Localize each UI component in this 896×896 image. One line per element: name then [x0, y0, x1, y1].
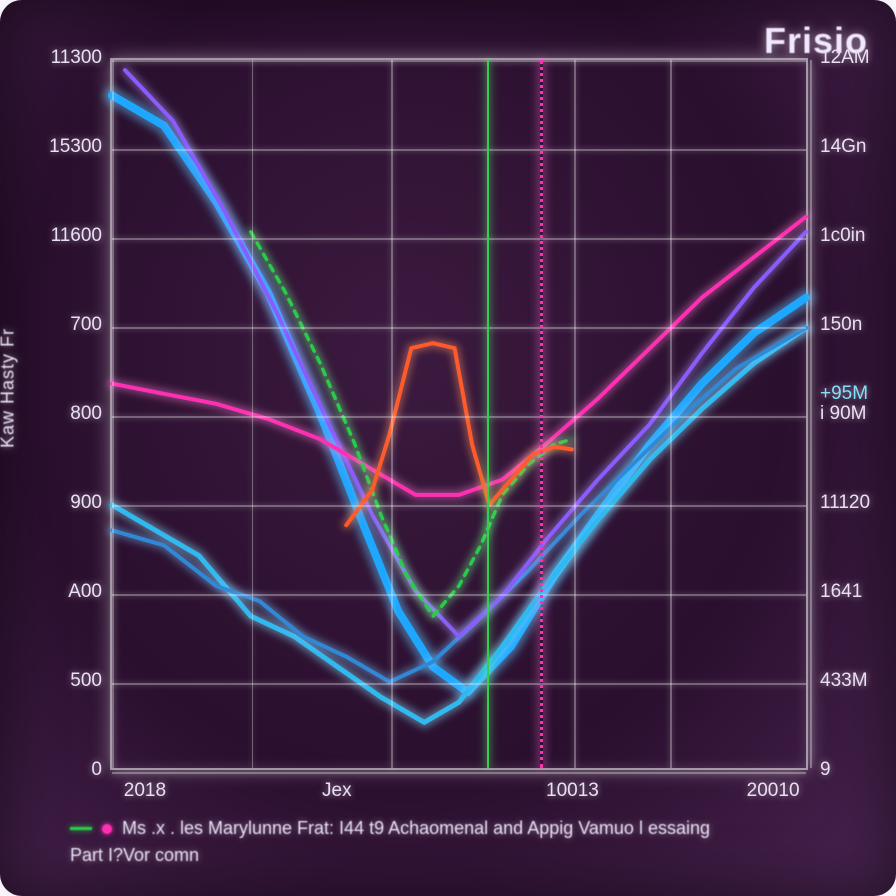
y-right-tick: 9 [820, 759, 831, 781]
y-right-tick: 1641 [820, 581, 862, 603]
y-left-tick: 11600 [38, 225, 102, 247]
gridline-v [574, 60, 576, 768]
y-axis-label: Kaw Hasty Fr [0, 328, 19, 448]
legend-text: Ms .x . les Marylunne Frat: I44 t9 Achao… [122, 818, 710, 839]
y-left-tick: 900 [38, 492, 102, 514]
gridline-h [112, 505, 806, 507]
gridline-h [112, 416, 806, 418]
y-right-tick: 14Gn [820, 136, 866, 158]
gridline-h [112, 594, 806, 596]
gridline-h [112, 238, 806, 240]
gridline-v [252, 60, 254, 768]
gridline-v [810, 60, 812, 768]
y-right-tick-extra: +95M [820, 383, 868, 405]
gridline-v [670, 60, 672, 768]
y-right-tick: 12AM [820, 47, 870, 69]
plot-area [110, 58, 808, 770]
legend: Ms .x . les Marylunne Frat: I44 t9 Achao… [70, 818, 710, 872]
legend-row: Part I?Vor comn [70, 845, 710, 866]
gridline-h [112, 683, 806, 685]
marker-vline [540, 60, 543, 768]
x-tick: 10013 [546, 780, 599, 802]
chart-frame: Frisio Kaw Hasty Fr Ms .x . les Marylunn… [0, 0, 896, 896]
y-right-tick: 11120 [820, 492, 870, 514]
y-left-tick: A00 [38, 581, 102, 603]
y-right-tick: 1c0in [820, 225, 865, 247]
series-glow-green [251, 232, 572, 616]
gridline-v [112, 60, 114, 768]
gridline-h [112, 772, 806, 774]
legend-text: Part I?Vor comn [70, 845, 199, 866]
gridline-h [112, 60, 806, 62]
series-layer [112, 60, 806, 768]
y-left-tick: 15300 [38, 136, 102, 158]
x-tick: 2018 [124, 780, 166, 802]
y-left-tick: 11300 [38, 47, 102, 69]
y-right-tick: i 90M [820, 403, 866, 425]
x-tick: 20010 [747, 780, 800, 802]
legend-swatch-line [70, 827, 92, 830]
x-tick: Jex [322, 780, 352, 802]
gridline-v [391, 60, 393, 768]
y-left-tick: 700 [38, 314, 102, 336]
y-left-tick: 0 [38, 759, 102, 781]
series-line-purple [125, 70, 806, 636]
gridline-h [112, 149, 806, 151]
legend-row: Ms .x . les Marylunne Frat: I44 t9 Achao… [70, 818, 710, 839]
marker-vline [487, 60, 489, 768]
legend-swatch-dot [102, 824, 112, 834]
series-line-green [251, 232, 572, 616]
y-left-tick: 500 [38, 670, 102, 692]
y-left-tick: 800 [38, 403, 102, 425]
y-right-tick: 150n [820, 314, 862, 336]
gridline-h [112, 327, 806, 329]
y-right-tick: 433M [820, 670, 868, 692]
